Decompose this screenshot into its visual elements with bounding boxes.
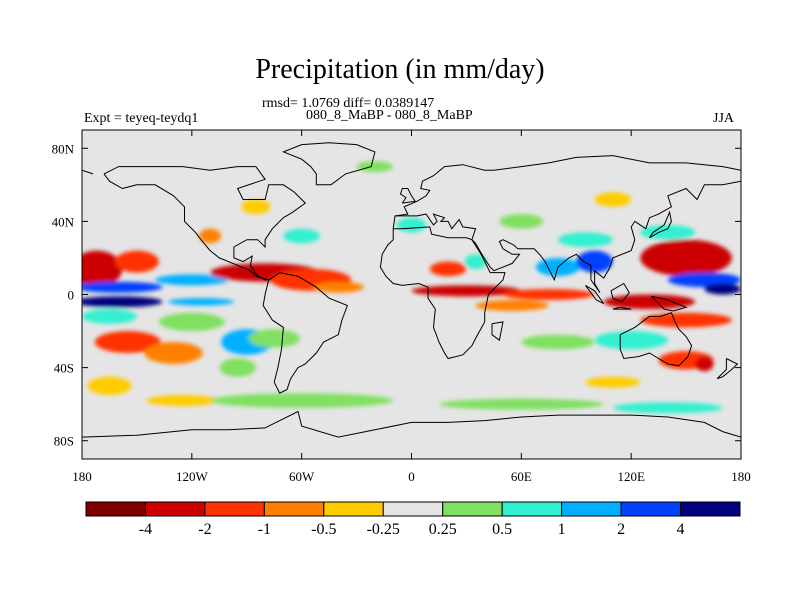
anomaly-region-43 <box>585 376 641 388</box>
colorbar-swatch-5 <box>382 501 444 517</box>
coastline-9 <box>649 210 672 239</box>
colorbar-swatch-7 <box>501 501 563 517</box>
anomaly-region-19 <box>241 199 271 215</box>
x-tick-label: 0 <box>408 469 415 484</box>
anomaly-region-7 <box>158 312 225 332</box>
coastline-14 <box>491 321 504 342</box>
anomaly-region-41 <box>695 356 714 372</box>
colorbar-swatch-3 <box>263 501 325 517</box>
anomaly-region-5 <box>168 298 234 306</box>
x-tick-label: 120E <box>617 469 645 484</box>
anomaly-region-4 <box>82 296 163 308</box>
colorbar-label: 2 <box>617 521 625 538</box>
colorbar-swatch-6 <box>442 501 503 517</box>
anomaly-region-13 <box>248 329 300 348</box>
y-tick-label: 40N <box>52 214 75 229</box>
experiment-label: Expt = teyeq-teydq1 <box>84 111 199 126</box>
coastline-6 <box>395 180 741 293</box>
stats-line: rmsd= 1.0769 diff= 0.0389147 <box>262 96 435 111</box>
colorbar-label: -4 <box>139 521 152 538</box>
y-tick-label: 80S <box>54 434 74 449</box>
x-tick-label: 60W <box>289 469 315 484</box>
anomaly-region-17 <box>312 281 364 293</box>
anomaly-region-22 <box>396 217 427 233</box>
anomaly-region-11 <box>146 395 220 406</box>
y-tick-label: 80N <box>52 141 75 156</box>
x-tick-label: 120W <box>176 469 209 484</box>
y-tick-label: 0 <box>68 288 75 303</box>
colorbar-swatch-10 <box>680 501 741 517</box>
anomaly-region-21 <box>356 161 394 173</box>
coastline-11 <box>612 306 632 310</box>
coastline-10 <box>585 284 605 305</box>
anomaly-region-10 <box>87 376 132 396</box>
x-tick-label: 60E <box>511 469 532 484</box>
colorbar-swatch-4 <box>323 501 384 517</box>
colorbar-label: -0.25 <box>367 521 400 538</box>
coastline-12 <box>610 282 630 303</box>
chart-subtitle: 080_8_MaBP - 080_8_MaBP <box>306 108 473 123</box>
coastline-2 <box>282 142 376 186</box>
anomaly-region-36 <box>704 283 741 295</box>
colorbar-swatch-2 <box>204 501 265 517</box>
colorbar-label: -2 <box>198 521 211 538</box>
coastline-1 <box>262 272 349 394</box>
anomaly-region-8 <box>94 331 161 353</box>
coastline-15 <box>82 410 741 438</box>
colorbar-label: 0.5 <box>492 521 512 538</box>
anomaly-region-46 <box>612 402 723 414</box>
anomaly-region-34 <box>640 225 696 240</box>
x-tick-label: 180 <box>72 469 92 484</box>
anomaly-region-14 <box>219 358 256 377</box>
colorbar-label: 0.25 <box>429 521 457 538</box>
coastline-13 <box>650 295 688 312</box>
coastline-16 <box>716 358 739 380</box>
chart-title: Precipitation (in mm/day) <box>255 54 545 85</box>
coastline-0 <box>103 166 307 281</box>
anomaly-region-26 <box>503 289 595 300</box>
anomaly-region-27 <box>475 299 549 311</box>
x-tick-label: 180 <box>731 469 751 484</box>
colorbar-label: -1 <box>258 521 271 538</box>
anomaly-region-29 <box>576 250 613 273</box>
colorbar-swatch-1 <box>144 501 206 517</box>
anomaly-region-44 <box>210 393 394 408</box>
anomaly-region-35 <box>667 272 741 288</box>
colorbar-swatch-9 <box>620 501 682 517</box>
coastline-4 <box>392 155 741 229</box>
anomaly-region-2 <box>82 281 163 293</box>
anomaly-region-33 <box>640 239 732 277</box>
colorbar-label: -0.5 <box>311 521 336 538</box>
anomaly-region-9 <box>144 342 203 364</box>
anomaly-region-3 <box>155 274 229 286</box>
anomaly-region-6 <box>82 309 137 324</box>
coastline-5 <box>82 169 94 175</box>
anomaly-region-24 <box>464 254 487 269</box>
anomaly-region-42 <box>521 334 595 350</box>
anomaly-region-25 <box>411 285 522 297</box>
anomaly-region-18 <box>199 228 222 244</box>
anomaly-region-32 <box>594 192 632 207</box>
anomaly-region-30 <box>557 232 613 247</box>
coastline-7 <box>619 312 693 367</box>
anomaly-region-45 <box>438 398 604 410</box>
anomaly-region-37 <box>603 294 696 310</box>
anomaly-region-38 <box>640 312 732 328</box>
season-label: JJA <box>713 111 735 126</box>
anomaly-region-23 <box>429 261 467 277</box>
anomaly-region-0 <box>82 250 123 288</box>
anomaly-region-39 <box>594 331 668 350</box>
anomaly-region-20 <box>283 228 320 244</box>
y-tick-label: 40S <box>54 361 74 376</box>
colorbar-swatch-8 <box>561 501 622 517</box>
anomaly-region-1 <box>114 250 159 273</box>
colorbar-label: 4 <box>677 521 685 538</box>
colorbar-label: 1 <box>558 521 566 538</box>
coastline-8 <box>399 188 417 204</box>
anomaly-region-31 <box>499 214 544 229</box>
coastline-3 <box>379 226 506 360</box>
colorbar-swatch-0 <box>85 501 146 517</box>
